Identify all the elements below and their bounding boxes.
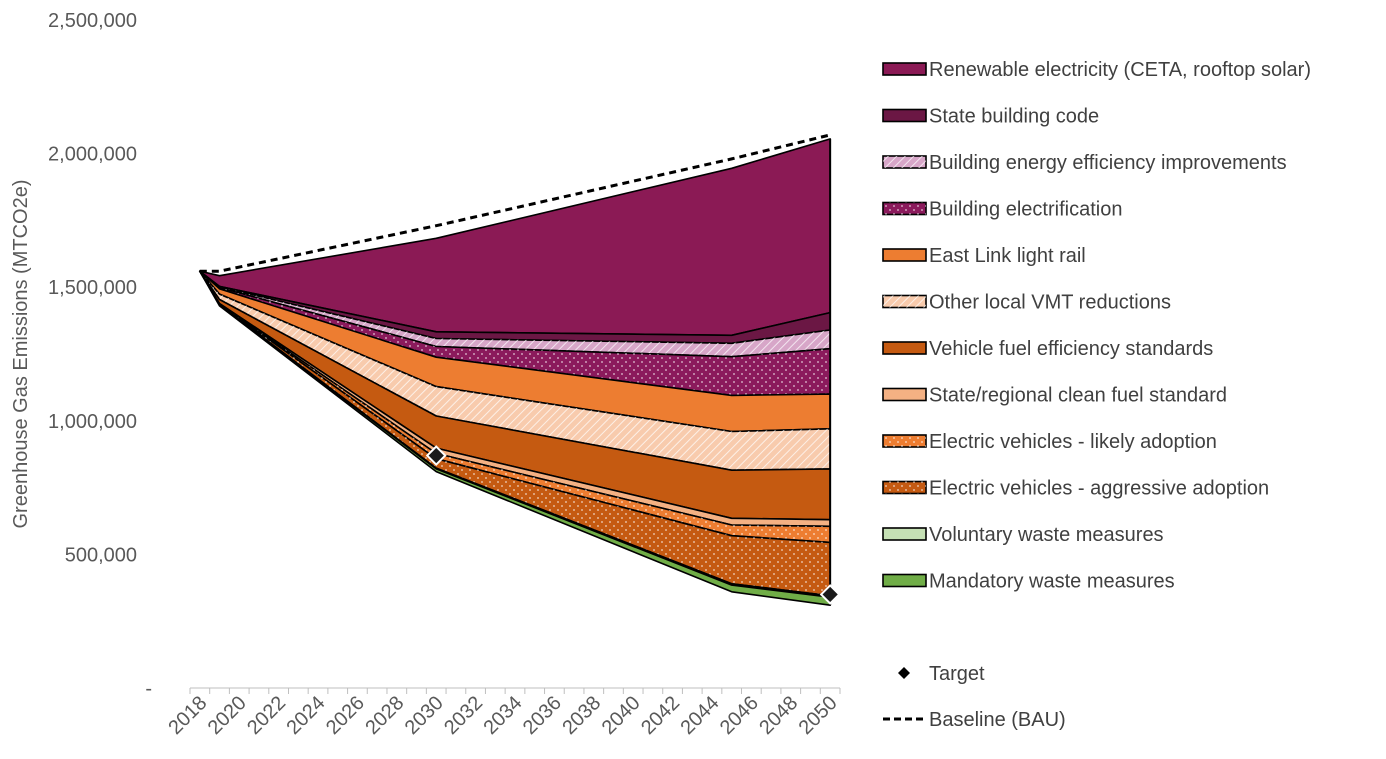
y-tick-label: 1,500,000 [48, 277, 137, 299]
legend-swatch-pattern [883, 481, 926, 494]
legend-swatch-pattern [883, 202, 926, 215]
y-tick-label: 2,000,000 [48, 144, 137, 166]
legend-target-marker [898, 667, 910, 679]
x-tick-label: 2032 [440, 692, 487, 739]
x-tick-label: 2022 [243, 692, 290, 739]
y-axis-title: Greenhouse Gas Emissions (MTCO2e) [10, 179, 32, 528]
legend-label: East Link light rail [929, 245, 1086, 267]
x-tick-label: 2030 [401, 692, 448, 739]
y-tick-label: 500,000 [65, 544, 137, 566]
legend-label: Electric vehicles - aggressive adoption [929, 478, 1269, 500]
x-tick-label: 2028 [361, 692, 408, 739]
legend-label: Vehicle fuel efficiency standards [929, 338, 1213, 360]
legend-label: Other local VMT reductions [929, 292, 1171, 314]
legend: Renewable electricity (CETA, rooftop sol… [882, 59, 1311, 731]
legend-swatch-pattern [883, 295, 926, 308]
legend-item-electric-vehicles-likely-adoption: Electric vehicles - likely adoption [882, 431, 1217, 453]
legend-swatch-pattern [883, 435, 926, 447]
legend-item-state-building-code: State building code [882, 106, 1099, 128]
x-tick-label: 2044 [676, 692, 723, 739]
legend-item-voluntary-waste-measures: Voluntary waste measures [882, 524, 1164, 546]
x-tick-label: 2018 [164, 692, 211, 739]
legend-swatch [882, 248, 927, 262]
legend-label: Electric vehicles - likely adoption [929, 431, 1217, 453]
legend-item-vehicle-fuel-efficiency-standards: Vehicle fuel efficiency standards [882, 338, 1213, 360]
baseline-bau-line [199, 133, 831, 273]
x-tick-label: 2038 [558, 692, 605, 739]
legend-item-baseline-bau: Baseline (BAU) [883, 709, 1066, 731]
legend-swatch [882, 62, 927, 76]
x-tick-label: 2020 [204, 692, 251, 739]
band-electric-vehicles-aggressive-adoption-pattern [199, 271, 831, 596]
legend-label: State building code [929, 106, 1099, 128]
legend-label: Voluntary waste measures [929, 524, 1164, 546]
legend-item-target: Target [898, 663, 985, 685]
legend-label: Building energy efficiency improvements [929, 152, 1287, 174]
x-tick-label: 2024 [283, 692, 330, 739]
legend-item-mandatory-waste-measures: Mandatory waste measures [882, 571, 1175, 593]
legend-item-east-link-light-rail: East Link light rail [882, 245, 1086, 267]
x-tick-label: 2026 [322, 692, 369, 739]
y-tick-label: - [145, 678, 152, 700]
y-tick-label: 1,000,000 [48, 411, 137, 433]
x-tick-label: 2042 [637, 692, 684, 739]
legend-swatch [882, 573, 927, 588]
x-tick-label: 2034 [480, 692, 527, 739]
legend-label: Renewable electricity (CETA, rooftop sol… [929, 59, 1311, 81]
legend-item-electric-vehicles-aggressive-adoption: Electric vehicles - aggressive adoption [882, 478, 1269, 500]
legend-item-other-local-vmt-reductions: Other local VMT reductions [882, 292, 1171, 314]
legend-label: Building electrification [929, 199, 1122, 221]
legend-swatch [882, 108, 927, 123]
plot-area [199, 133, 841, 606]
legend-swatch [882, 387, 927, 402]
legend-label: State/regional clean fuel standard [929, 385, 1227, 407]
legend-swatch [882, 341, 927, 355]
legend-label: Target [929, 663, 985, 685]
legend-item-building-energy-efficiency-improvements: Building energy efficiency improvements [882, 152, 1287, 174]
x-tick-label: 2050 [795, 692, 842, 739]
y-tick-label: 2,500,000 [48, 10, 137, 32]
x-tick-label: 2036 [519, 692, 566, 739]
legend-swatch-pattern [883, 156, 926, 168]
legend-item-state-regional-clean-fuel-standard: State/regional clean fuel standard [882, 385, 1227, 407]
x-tick-label: 2048 [755, 692, 802, 739]
target-marker-2030 [425, 445, 447, 466]
band-building-energy-efficiency-improvements-pattern [199, 271, 831, 357]
legend-item-renewable-electricity-ceta-rooftop-solar: Renewable electricity (CETA, rooftop sol… [882, 59, 1311, 81]
legend-item-building-electrification: Building electrification [882, 199, 1122, 221]
band-building-electrification-pattern [199, 271, 831, 396]
x-tick-label: 2046 [716, 692, 763, 739]
x-tick-label: 2040 [598, 692, 645, 739]
legend-label: Mandatory waste measures [929, 571, 1175, 593]
target-marker-2050 [819, 584, 841, 605]
legend-label: Baseline (BAU) [929, 709, 1066, 731]
legend-swatch [882, 527, 927, 541]
